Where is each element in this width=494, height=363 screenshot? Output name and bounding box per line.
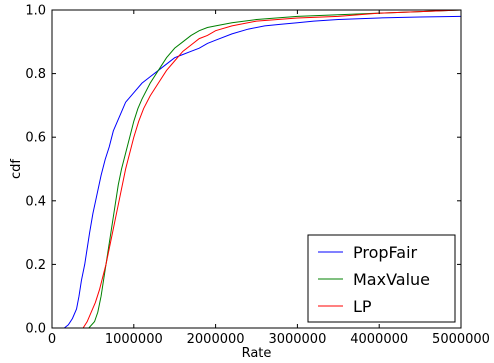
legend: PropFair MaxValue LP <box>307 234 456 323</box>
plot-lines <box>63 10 461 328</box>
x-axis-label: Rate <box>242 346 272 361</box>
y-axis-ticks: 0.0 0.2 0.4 0.6 0.8 1.0 <box>25 4 461 337</box>
legend-label-propfair: PropFair <box>353 243 418 262</box>
series-line-propfair <box>63 15 461 328</box>
y-tick-label: 0.2 <box>25 258 46 273</box>
legend-label-lp: LP <box>353 297 372 316</box>
series-line-lp <box>82 10 461 328</box>
legend-label-maxvalue: MaxValue <box>353 270 430 289</box>
x-tick-label: 5000000 <box>432 332 490 347</box>
y-tick-label: 1.0 <box>25 4 46 19</box>
plot-frame <box>51 9 462 329</box>
x-tick-label: 0 <box>48 332 56 347</box>
y-tick-label: 0.4 <box>25 194 46 209</box>
x-tick-label: 1000000 <box>105 332 163 347</box>
y-tick-label: 0.6 <box>25 131 46 146</box>
y-tick-label: 0.8 <box>25 67 46 82</box>
x-tick-label: 4000000 <box>350 332 408 347</box>
x-tick-label: 3000000 <box>268 332 326 347</box>
x-axis-ticks: 0 1000000 2000000 3000000 4000000 5000000 <box>48 10 490 347</box>
y-tick-label: 0.0 <box>25 322 46 337</box>
y-axis-label: cdf <box>9 159 24 179</box>
x-tick-label: 2000000 <box>187 332 245 347</box>
